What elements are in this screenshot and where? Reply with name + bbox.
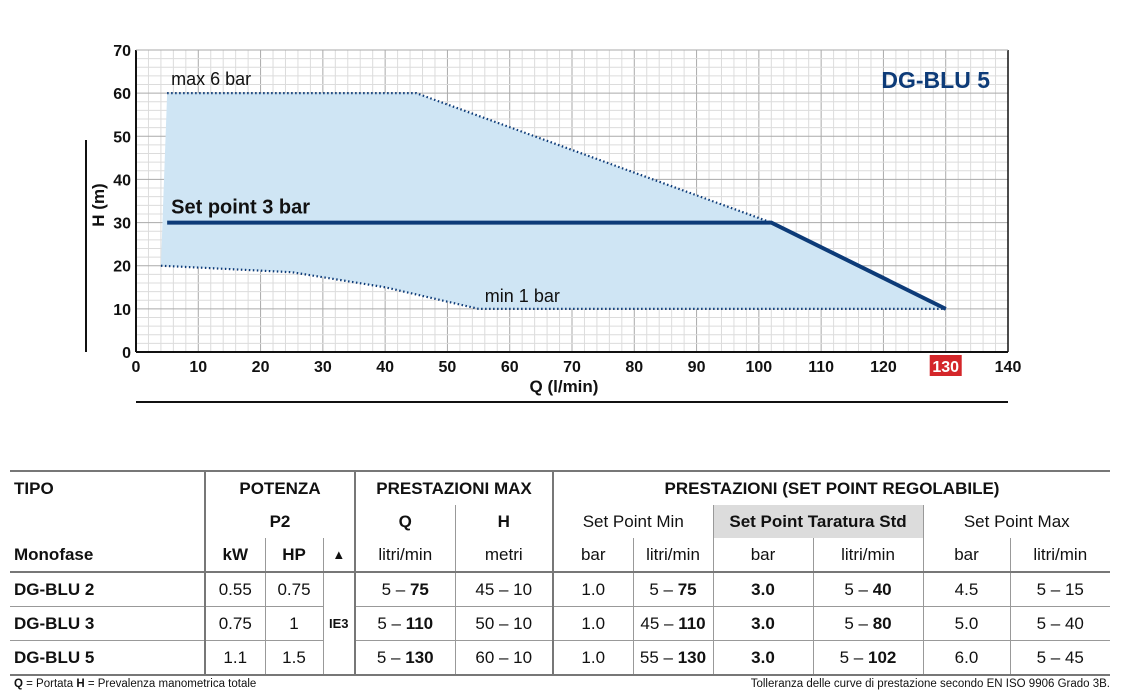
col-prestazioni-max: PRESTAZIONI MAX <box>355 470 554 505</box>
x-tick-label: 60 <box>501 359 519 376</box>
x-tick-label: 80 <box>625 359 643 376</box>
x-tick-label: 100 <box>746 359 773 376</box>
spec-table: TIPO POTENZA PRESTAZIONI MAX PRESTAZIONI… <box>10 470 1110 676</box>
col-potenza: POTENZA <box>204 470 356 505</box>
y-tick-label: 50 <box>113 129 131 146</box>
col-monofase: Monofase <box>10 538 205 573</box>
x-tick-label: 110 <box>808 359 834 376</box>
y-tick-label: 20 <box>113 259 131 276</box>
chart-title: DG-BLU 5 <box>881 67 990 93</box>
unit-bar-max: bar <box>923 538 1011 573</box>
x-tick-label: 40 <box>376 359 394 376</box>
col-sp-min: Set Point Min <box>553 505 714 538</box>
table-row: DG-BLU 5 1.1 1.5 5 – 130 60 – 10 1.0 55 … <box>10 640 1110 676</box>
x-axis-label: Q (l/min) <box>530 377 599 396</box>
x-tick-label: 10 <box>189 359 207 376</box>
y-axis-label: H (m) <box>89 183 108 226</box>
chart-axes <box>85 49 1009 403</box>
unit-q: litri/min <box>355 538 456 573</box>
y-tick-label: 0 <box>122 345 131 362</box>
unit-bar-min: bar <box>553 538 634 573</box>
col-tipo: TIPO <box>10 470 205 505</box>
x-tick-label: 90 <box>688 359 706 376</box>
x-tick-label: 140 <box>995 359 1022 376</box>
table-row: DG-BLU 2 0.55 0.75 IE3 5 – 75 45 – 10 1.… <box>10 572 1110 676</box>
unit-bar-std: bar <box>713 538 814 573</box>
col-h: H <box>455 505 554 538</box>
triangle-icon: ▲ <box>323 538 356 573</box>
x-tick-label: 120 <box>870 359 897 376</box>
x-tick-label: 70 <box>563 359 581 376</box>
series-label-max: max 6 bar <box>171 69 251 89</box>
col-prestazioni-sp: PRESTAZIONI (SET POINT REGOLABILE) <box>553 470 1110 505</box>
chart-curves <box>160 92 947 311</box>
unit-h: metri <box>455 538 554 573</box>
performance-chart: 0 10 20 30 40 50 60 70 80 90 100 110 120 130 140 0 10 20 3… <box>85 43 1021 403</box>
ie-class: IE3 <box>323 572 356 676</box>
chart-labels: Q (l/min) H (m) DG-BLU 5 max 6 bar min 1 bar… <box>89 67 990 396</box>
unit-kw: kW <box>204 538 266 573</box>
x-tick-label: 0 <box>132 359 141 376</box>
y-tick-label: 40 <box>113 172 131 189</box>
y-tick-label: 30 <box>113 216 131 233</box>
unit-lmin-max: litri/min <box>1010 538 1110 573</box>
unit-hp: HP <box>265 538 324 573</box>
unit-lmin-std: litri/min <box>813 538 924 573</box>
series-label-min: min 1 bar <box>485 286 560 306</box>
col-sp-std: Set Point Taratura Std <box>713 505 924 538</box>
footer-tolerance: Tolleranza delle curve di prestazione se… <box>750 678 1110 690</box>
curve-set-point-3-bar <box>167 220 947 311</box>
operating-area-fill <box>160 93 946 309</box>
chart-ticks: 0 10 20 30 40 50 60 70 80 90 100 110 120 130 140 0 10 20 3… <box>113 43 1021 376</box>
y-tick-label: 60 <box>113 86 131 103</box>
x-tick-label: 50 <box>439 359 457 376</box>
y-tick-label: 10 <box>113 302 131 319</box>
series-label-setpoint: Set point 3 bar <box>171 197 310 219</box>
table-row: DG-BLU 3 0.75 1 5 – 110 50 – 10 1.0 45 –… <box>10 606 1110 641</box>
x-tick-label: 20 <box>252 359 270 376</box>
x-tick-highlight <box>929 355 962 376</box>
y-tick-label: 70 <box>113 43 131 60</box>
x-tick-label: 130 <box>932 359 959 376</box>
col-q: Q <box>355 505 456 538</box>
curve-min-1-bar <box>160 264 946 310</box>
operating-area <box>160 93 946 309</box>
col-sp-max: Set Point Max <box>963 511 1070 531</box>
col-p2: P2 <box>204 505 356 538</box>
x-tick-label: 30 <box>314 359 332 376</box>
footer-legend: Q = Portata H = Prevalenza manometrica t… <box>14 678 257 690</box>
unit-lmin-min: litri/min <box>633 538 714 573</box>
